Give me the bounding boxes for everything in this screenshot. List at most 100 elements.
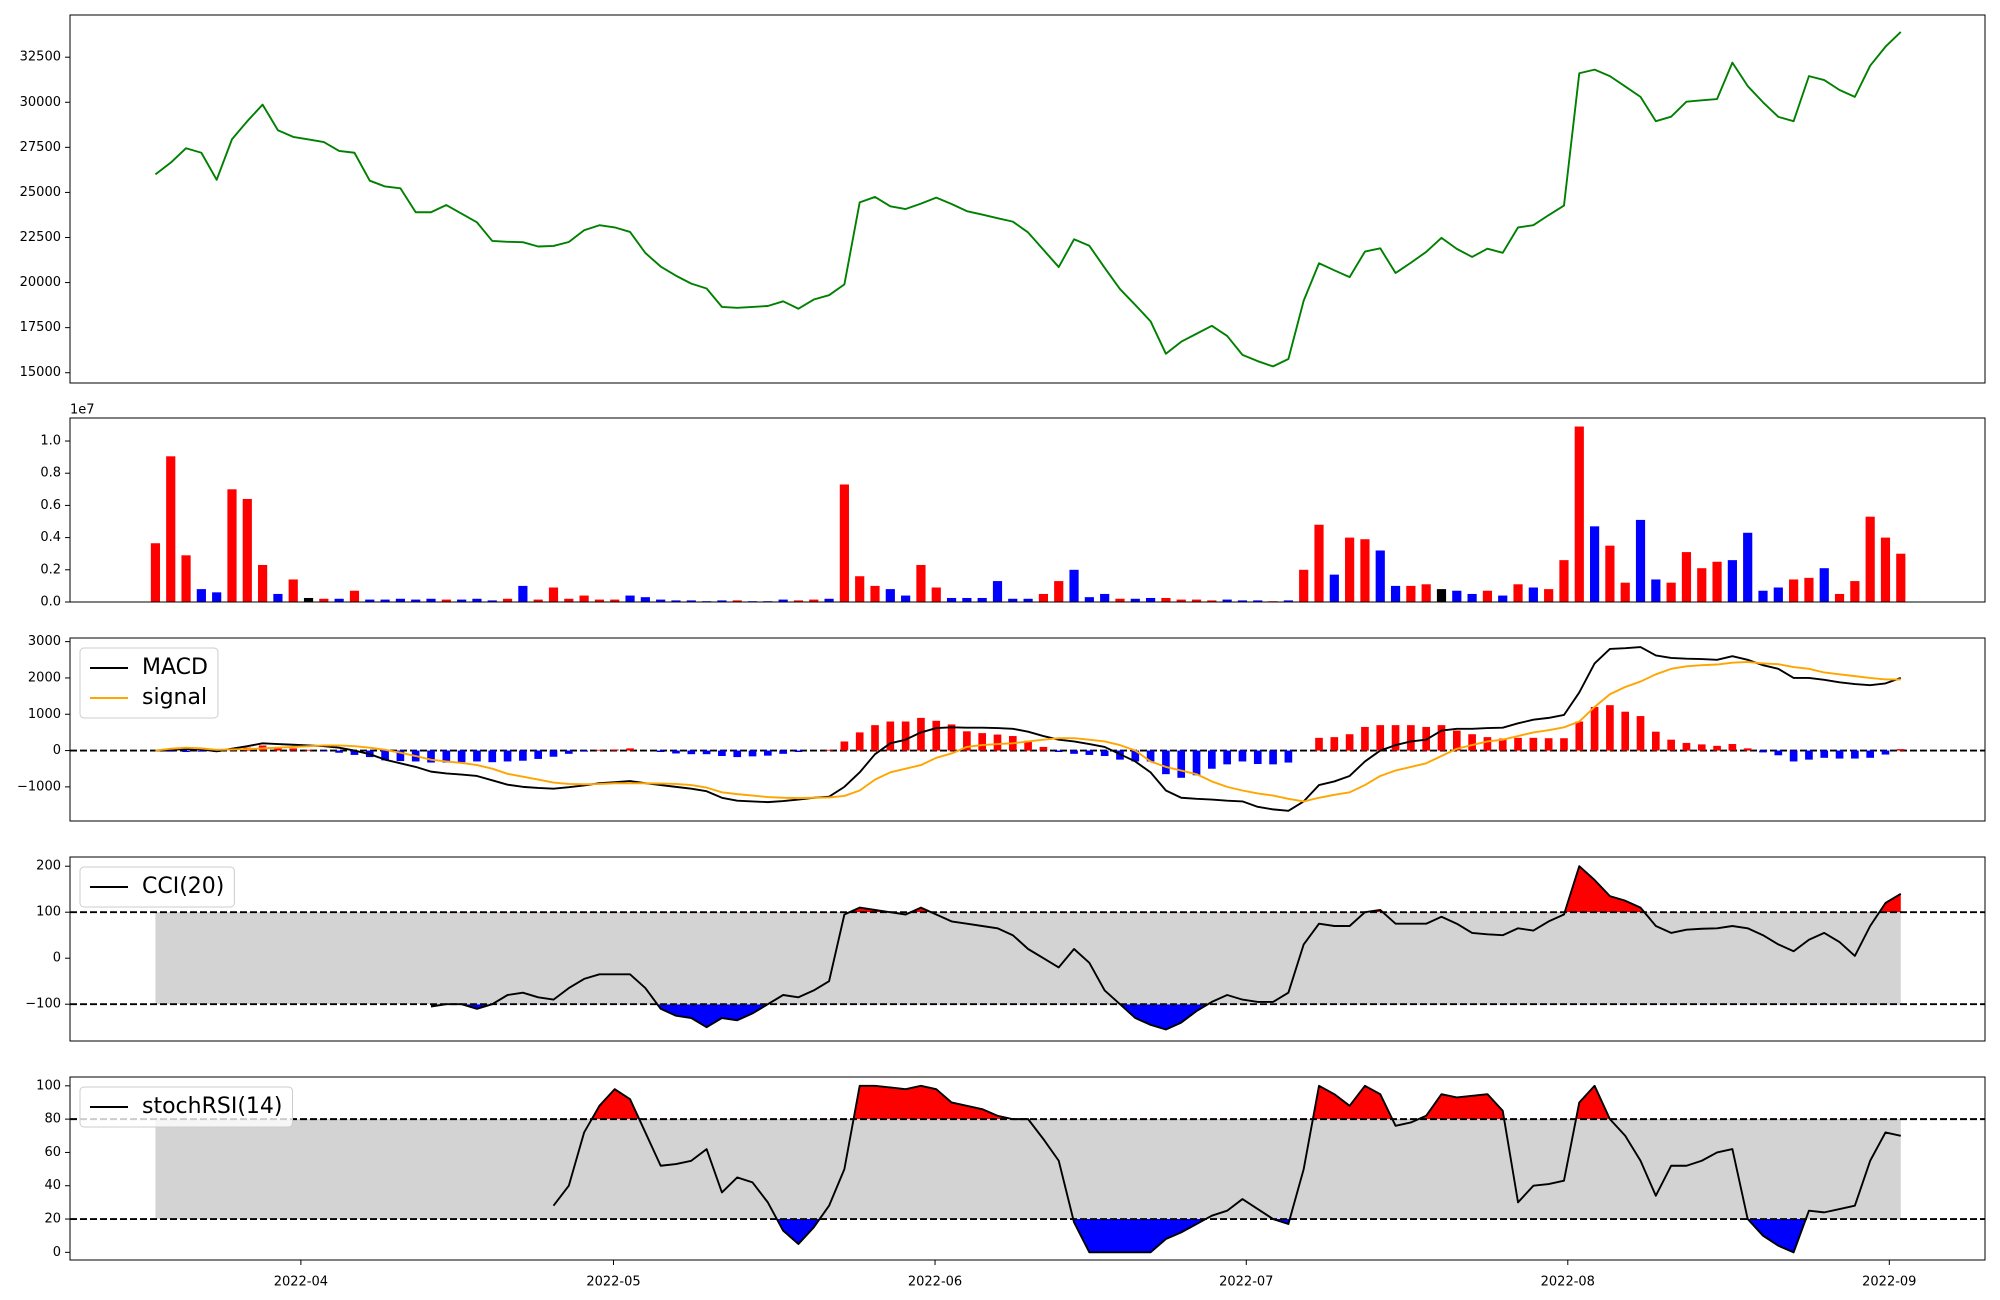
histogram-bar [1146, 750, 1155, 762]
volume-bar [273, 593, 283, 602]
histogram-bar [748, 750, 757, 757]
volume-bar [457, 599, 467, 602]
volume-bar [1314, 524, 1324, 602]
volume-bar [824, 598, 834, 602]
series-line [552, 1084, 1901, 1254]
volume-bar [212, 592, 222, 602]
histogram-bar [1774, 750, 1783, 756]
y-tick-label: 200 [36, 859, 61, 874]
histogram-bar [335, 750, 343, 753]
y-tick-label: 2000 [28, 670, 61, 685]
histogram-bar [197, 750, 206, 752]
histogram-bar [1606, 705, 1614, 751]
histogram-bar [718, 750, 726, 757]
y-tick-label: 40 [44, 1178, 61, 1193]
histogram-bar [1208, 750, 1216, 769]
volume-bar [885, 589, 895, 602]
volume-bar [411, 599, 421, 602]
volume-bar [1635, 519, 1646, 602]
volume-bar [1406, 585, 1416, 602]
histogram-bar [1468, 734, 1476, 751]
histogram-bar [1682, 742, 1691, 751]
volume-bar [1299, 569, 1309, 602]
histogram-bar [1024, 740, 1032, 751]
volume-bar [1559, 560, 1569, 602]
histogram-bar [1407, 725, 1415, 751]
histogram-bar [1636, 716, 1645, 751]
volume-bar [1620, 582, 1630, 602]
y-tick-label: 0 [53, 1245, 61, 1260]
volume-bar [656, 599, 666, 602]
histogram-bar [1177, 750, 1186, 778]
histogram-bar [1590, 706, 1599, 751]
histogram-bar [1575, 721, 1584, 751]
histogram-bar [1713, 745, 1721, 751]
volume-bar [1605, 545, 1615, 602]
histogram-bar [779, 750, 787, 754]
y-tick-label: −100 [25, 997, 61, 1012]
volume-bar [625, 595, 635, 602]
histogram-bar [427, 750, 435, 763]
legend-label: CCI(20) [142, 874, 224, 899]
volume-bar [1819, 568, 1829, 602]
volume-bar [441, 599, 451, 602]
plot-area [70, 865, 1985, 1031]
volume-bar [1130, 598, 1140, 602]
volume-bar [1253, 600, 1263, 602]
histogram-bar [350, 750, 359, 755]
volume-bar [1100, 593, 1110, 602]
volume-bar [1712, 561, 1722, 602]
y-tick-label: 1000 [28, 707, 61, 722]
volume-bar [242, 498, 252, 602]
axes-frame [69, 856, 1986, 1042]
volume-bar [977, 597, 987, 602]
volume-bar [1436, 589, 1447, 602]
y-tick-label: 0.2 [40, 562, 61, 577]
histogram-bar [886, 721, 895, 751]
histogram-bar [1391, 725, 1400, 751]
volume-bar [1115, 598, 1125, 602]
series-line [430, 865, 1902, 1031]
volume-bar [1390, 585, 1401, 602]
legend-box [79, 647, 219, 719]
histogram-bar [1728, 744, 1737, 751]
histogram-bar [289, 748, 298, 751]
histogram-bar [764, 750, 772, 756]
histogram-bar [626, 748, 634, 751]
volume-bar [365, 599, 375, 602]
volume-bar [334, 598, 344, 602]
volume-bar [472, 598, 482, 602]
volume-bar [1360, 539, 1370, 602]
histogram-bar [1315, 737, 1323, 751]
volume-bar [196, 589, 206, 602]
volume-bar [227, 489, 237, 602]
histogram-bar [1376, 725, 1385, 751]
volume-bar [1069, 569, 1079, 602]
histogram-bar [1498, 738, 1507, 751]
volume-bar [839, 484, 849, 602]
plot-area [150, 426, 1906, 602]
histogram-bar [1835, 750, 1844, 759]
volume-bar [640, 597, 650, 602]
histogram-bar [1881, 750, 1890, 755]
y-tick-label: 0.0 [40, 595, 61, 610]
overbought-fill [553, 1085, 1901, 1120]
plot-area [70, 646, 1985, 812]
volume-bar [1207, 600, 1217, 602]
histogram-bar [1192, 750, 1201, 776]
volume-bar [1498, 595, 1508, 602]
y-tick-label: 3000 [28, 634, 61, 649]
volume-bar [303, 597, 314, 602]
volume-bar [1146, 597, 1156, 602]
y-tick-label: 60 [44, 1145, 61, 1160]
volume-bar [564, 598, 574, 602]
volume-bar [855, 576, 865, 602]
y-tick-label: 0 [53, 951, 61, 966]
volume-bar [380, 599, 390, 602]
y-tick-label: 17500 [20, 320, 61, 335]
histogram-bar [549, 750, 558, 757]
volume-bar [870, 585, 880, 602]
histogram-bar [932, 720, 941, 751]
volume-bar [732, 600, 742, 602]
